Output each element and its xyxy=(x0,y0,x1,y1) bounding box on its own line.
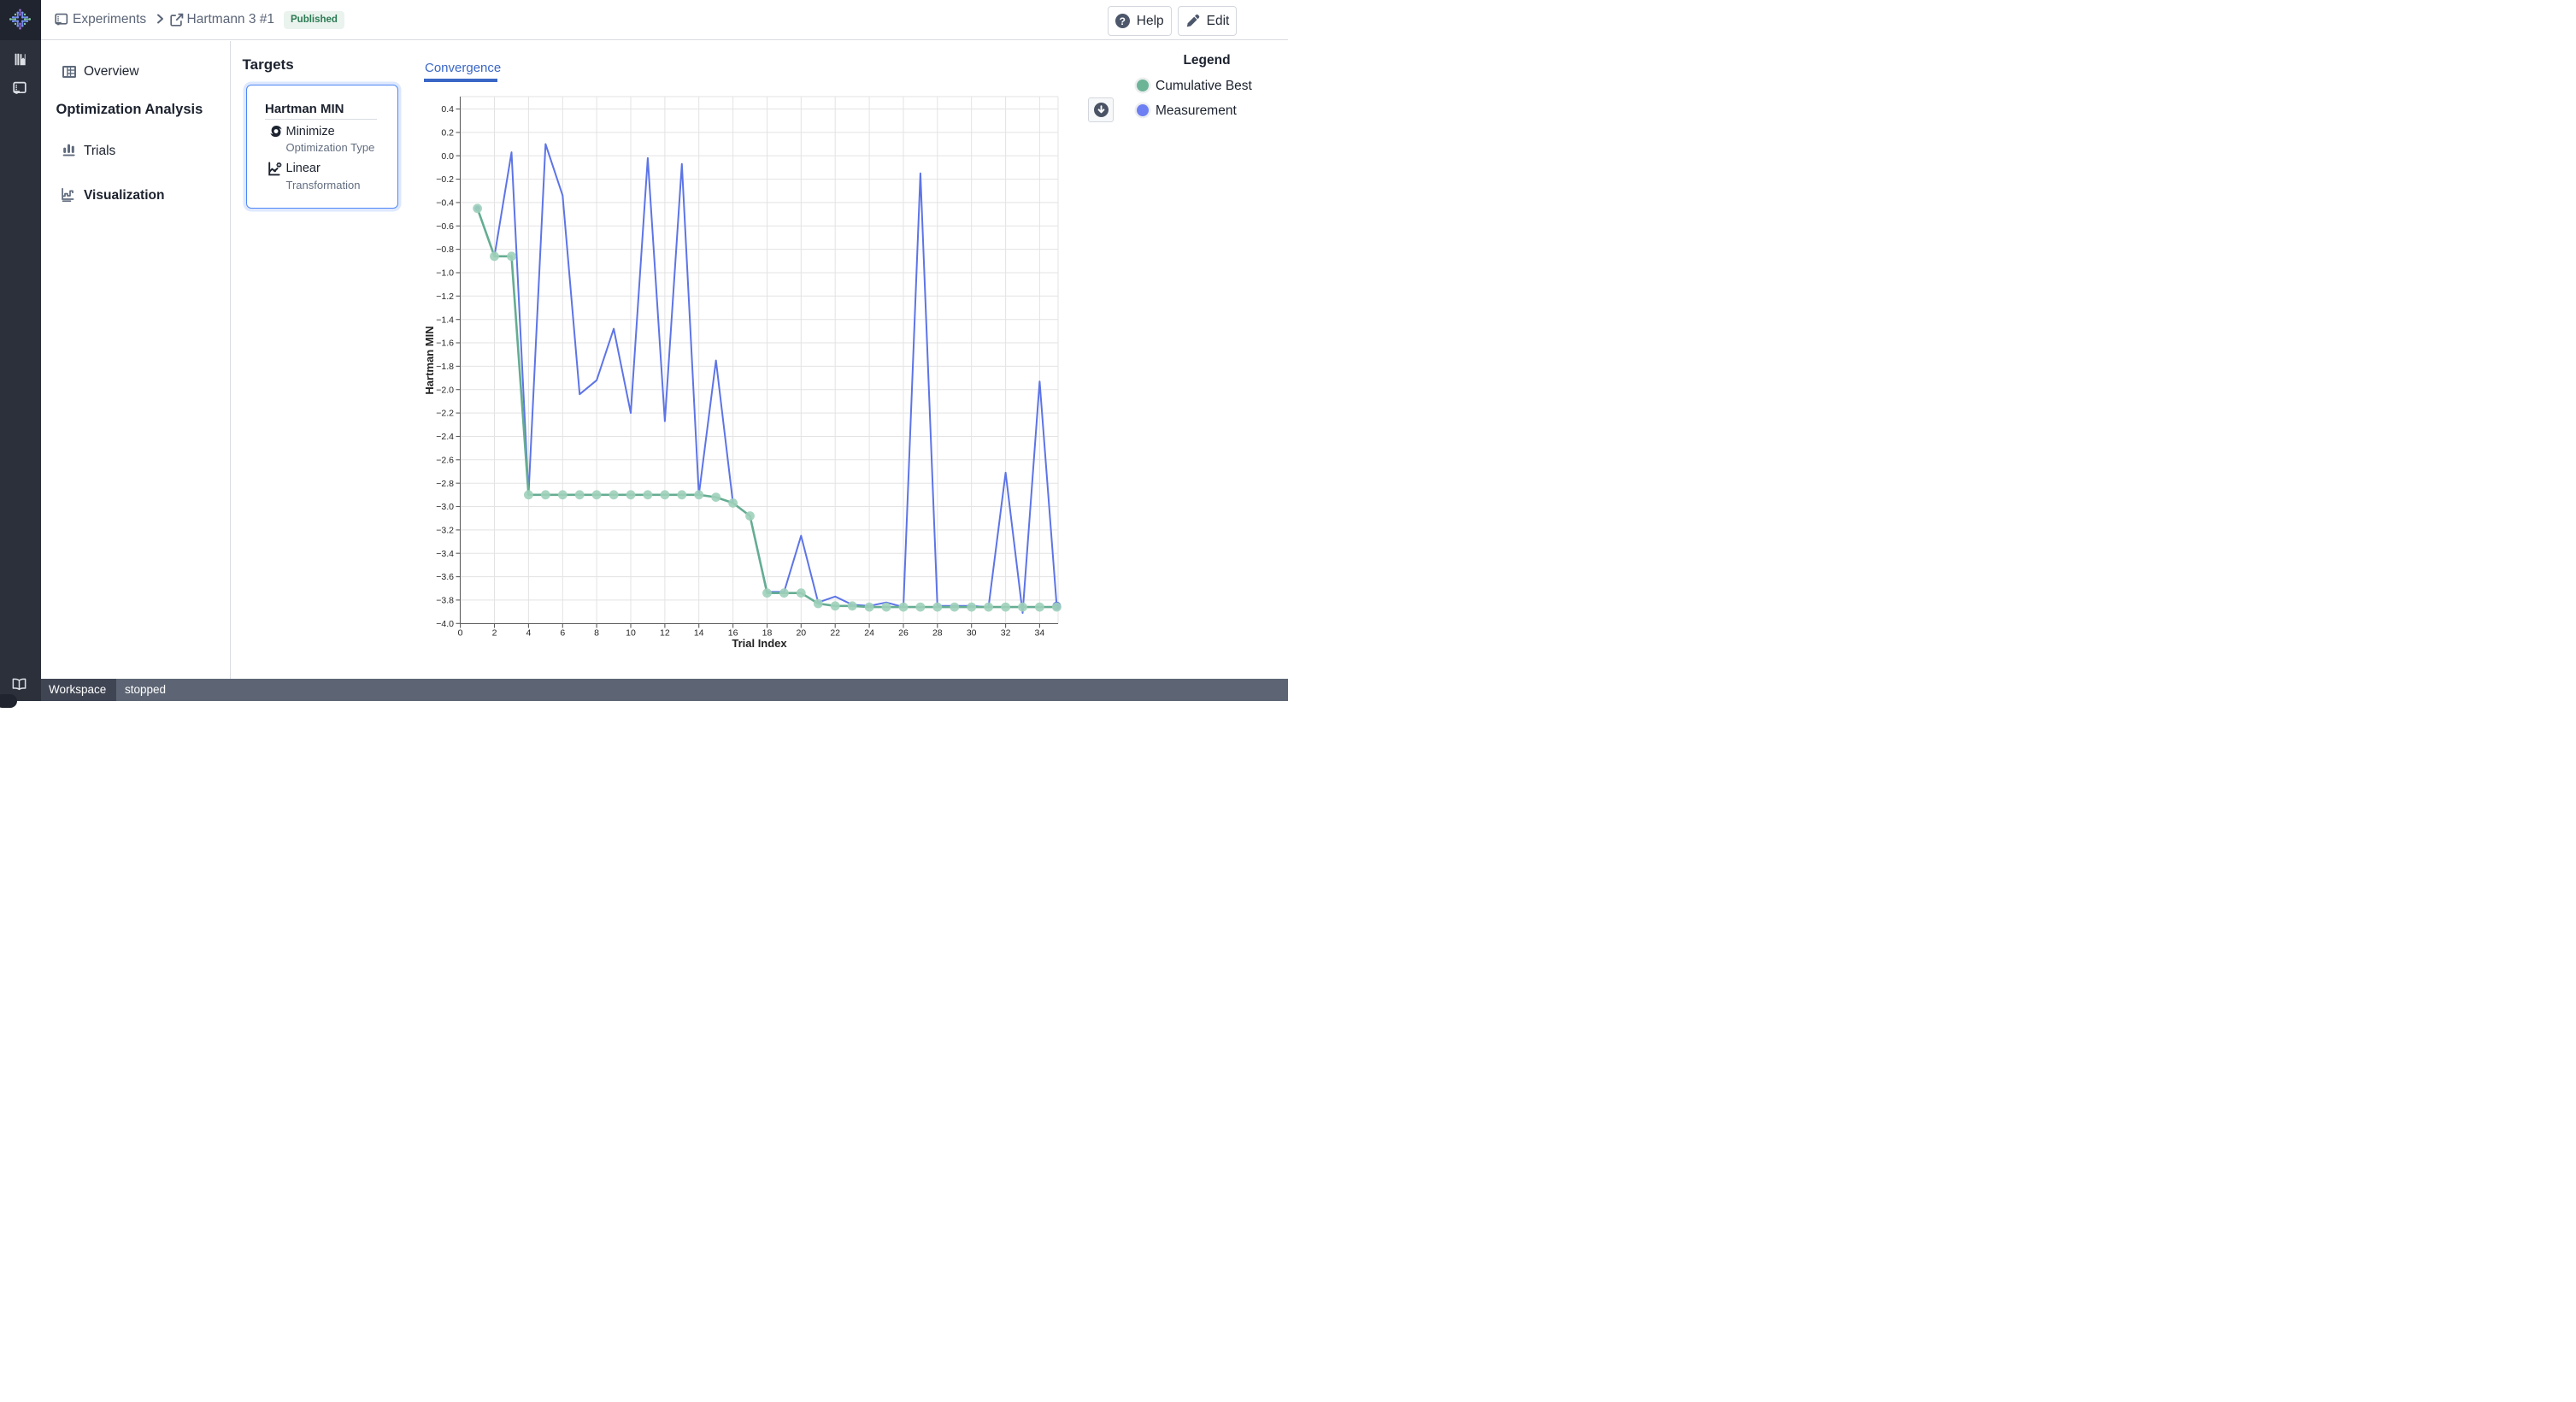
svg-text:Trial Index: Trial Index xyxy=(732,637,787,650)
svg-text:14: 14 xyxy=(694,628,704,639)
svg-text:0.2: 0.2 xyxy=(441,128,454,138)
svg-text:−0.8: −0.8 xyxy=(436,244,454,255)
svg-text:22: 22 xyxy=(830,628,840,639)
svg-text:2: 2 xyxy=(492,628,497,639)
svg-text:Hartman MIN: Hartman MIN xyxy=(423,326,436,394)
svg-text:0.0: 0.0 xyxy=(441,151,454,162)
svg-text:10: 10 xyxy=(626,628,636,639)
svg-text:−0.4: −0.4 xyxy=(436,198,454,209)
svg-text:−4.0: −4.0 xyxy=(436,619,454,629)
svg-text:−2.0: −2.0 xyxy=(436,385,454,395)
svg-text:20: 20 xyxy=(796,628,806,639)
svg-text:−0.6: −0.6 xyxy=(436,221,454,232)
svg-text:0: 0 xyxy=(458,628,463,639)
svg-text:4: 4 xyxy=(526,628,531,639)
svg-text:−2.8: −2.8 xyxy=(436,479,454,489)
svg-text:−3.0: −3.0 xyxy=(436,502,454,512)
svg-text:18: 18 xyxy=(762,628,773,639)
svg-text:34: 34 xyxy=(1035,628,1045,639)
svg-text:32: 32 xyxy=(1001,628,1011,639)
svg-text:−1.2: −1.2 xyxy=(436,292,454,302)
svg-text:12: 12 xyxy=(660,628,670,639)
svg-text:−1.4: −1.4 xyxy=(436,315,454,325)
svg-text:26: 26 xyxy=(898,628,909,639)
svg-text:−3.4: −3.4 xyxy=(436,549,454,559)
svg-text:−3.2: −3.2 xyxy=(436,526,454,536)
svg-text:−2.2: −2.2 xyxy=(436,409,454,419)
svg-text:28: 28 xyxy=(932,628,943,639)
svg-text:16: 16 xyxy=(728,628,738,639)
svg-text:−3.8: −3.8 xyxy=(436,596,454,606)
svg-text:−1.8: −1.8 xyxy=(436,362,454,372)
svg-text:−2.4: −2.4 xyxy=(436,432,454,442)
svg-text:−3.6: −3.6 xyxy=(436,572,454,582)
svg-text:−0.2: −0.2 xyxy=(436,174,454,185)
svg-text:−1.0: −1.0 xyxy=(436,268,454,279)
svg-text:24: 24 xyxy=(864,628,874,639)
svg-text:30: 30 xyxy=(967,628,977,639)
svg-text:−1.6: −1.6 xyxy=(436,339,454,349)
svg-text:0.4: 0.4 xyxy=(441,104,454,115)
svg-text:6: 6 xyxy=(560,628,565,639)
svg-text:−2.6: −2.6 xyxy=(436,455,454,465)
svg-text:8: 8 xyxy=(594,628,599,639)
